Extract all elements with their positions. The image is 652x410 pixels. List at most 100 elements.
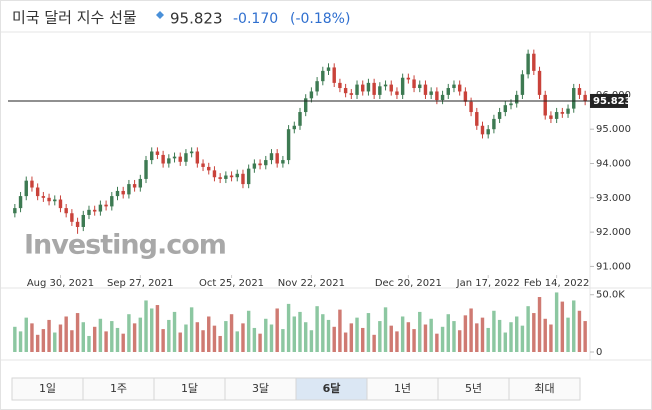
candle-body <box>372 82 376 95</box>
volume-bar <box>400 316 405 352</box>
range-button[interactable]: 6달 <box>295 377 368 401</box>
candle-body <box>35 187 40 197</box>
volume-bar <box>395 331 399 352</box>
volume-bar <box>343 332 348 352</box>
candle-body <box>583 94 587 101</box>
button-label[interactable]: 6달 <box>323 382 341 395</box>
volume-bar <box>503 332 508 352</box>
candle-body <box>497 112 502 119</box>
volume-bar <box>218 335 222 352</box>
range-button[interactable]: 1년 <box>366 377 439 401</box>
candle-body <box>286 129 291 161</box>
candle-body <box>64 208 68 214</box>
range-button[interactable]: 1일 <box>11 377 84 401</box>
range-button[interactable]: 5년 <box>437 377 510 401</box>
button-label[interactable]: 1일 <box>39 381 56 395</box>
x-tick-label: Dec 20, 2021 <box>375 278 442 289</box>
button-label[interactable]: 최대 <box>534 382 554 395</box>
volume-bar <box>321 314 325 352</box>
button-label[interactable]: 1년 <box>394 382 411 395</box>
button-label[interactable]: 5년 <box>465 382 482 395</box>
candle-body <box>475 112 479 126</box>
y-tick-label: 92.000 <box>596 227 631 238</box>
volume-bar <box>241 323 245 352</box>
candle-body <box>70 213 74 222</box>
volume-bar <box>286 303 291 352</box>
volume-bar <box>81 322 85 352</box>
volume-bar <box>87 335 91 352</box>
candle-body <box>81 214 85 227</box>
volume-bar <box>543 318 547 352</box>
candle-body <box>269 153 274 161</box>
volume-bar <box>47 319 51 352</box>
candle-body <box>258 163 262 166</box>
y-tick-label: 93.000 <box>596 193 631 204</box>
candle-body <box>212 170 217 178</box>
volume-bar <box>298 311 302 352</box>
candle-body <box>361 84 365 92</box>
volume-bar <box>246 310 251 352</box>
volume-bar <box>229 314 234 352</box>
volume-bar <box>30 323 34 352</box>
range-button[interactable]: 3달 <box>224 377 297 401</box>
x-tick-label: Oct 25, 2021 <box>199 278 264 289</box>
range-button[interactable]: 1주 <box>82 377 155 401</box>
volume-bar <box>389 325 393 352</box>
candle-body <box>429 91 433 95</box>
candle-body <box>252 163 257 169</box>
volume-bar <box>224 321 228 352</box>
candle-body <box>229 175 234 178</box>
candle-body <box>440 94 445 101</box>
volume-bar <box>560 301 565 352</box>
candle-body <box>423 84 428 95</box>
candle-body <box>566 108 570 114</box>
volume-bar <box>127 314 131 352</box>
volume-bar <box>281 329 285 352</box>
candle-body <box>486 129 490 135</box>
volume-bar <box>554 292 559 352</box>
candle-body <box>24 180 28 197</box>
button-label[interactable]: 1달 <box>181 382 198 395</box>
candle-body <box>526 53 530 75</box>
button-label[interactable]: 3달 <box>252 382 269 395</box>
volume-bar <box>172 311 177 352</box>
candle-body <box>400 77 405 95</box>
candle-body <box>115 190 120 197</box>
volume-bar <box>520 325 525 352</box>
candle-body <box>127 184 131 195</box>
range-button[interactable]: 1달 <box>153 377 226 401</box>
volume-bar <box>577 310 582 352</box>
volume-bar <box>429 318 433 352</box>
candle-body <box>241 173 245 185</box>
candle-body <box>343 88 348 94</box>
candle-body <box>75 221 80 227</box>
candle-body <box>47 197 51 202</box>
y-tick-label: 94.000 <box>596 159 631 170</box>
button-label[interactable]: 1주 <box>110 382 127 395</box>
candle-body <box>264 160 268 166</box>
volume-bar <box>486 327 490 352</box>
candle-body <box>572 88 576 109</box>
x-tick-label: Jan 17, 2022 <box>456 278 520 289</box>
candle-body <box>303 98 308 113</box>
y-tick-label: 50.0K <box>596 290 625 301</box>
candle-body <box>480 125 485 135</box>
range-button[interactable]: 최대 <box>508 377 581 401</box>
last-price-box <box>590 93 628 108</box>
candle-body <box>577 88 582 95</box>
volume-bar <box>423 324 428 352</box>
volume-bar <box>309 330 314 352</box>
volume-bar <box>275 308 279 352</box>
volume-bar <box>178 332 182 352</box>
volume-bar <box>269 324 274 352</box>
x-tick-label: Sep 27, 2021 <box>107 278 174 289</box>
volume-bar <box>338 309 342 352</box>
candle-body <box>189 151 194 154</box>
candle-body <box>537 70 542 95</box>
volume-bar <box>161 329 165 352</box>
candle-body <box>503 105 508 113</box>
change-percent: (-0.18%) <box>290 11 350 27</box>
volume-bar <box>155 305 160 352</box>
volume-bar <box>207 316 211 352</box>
